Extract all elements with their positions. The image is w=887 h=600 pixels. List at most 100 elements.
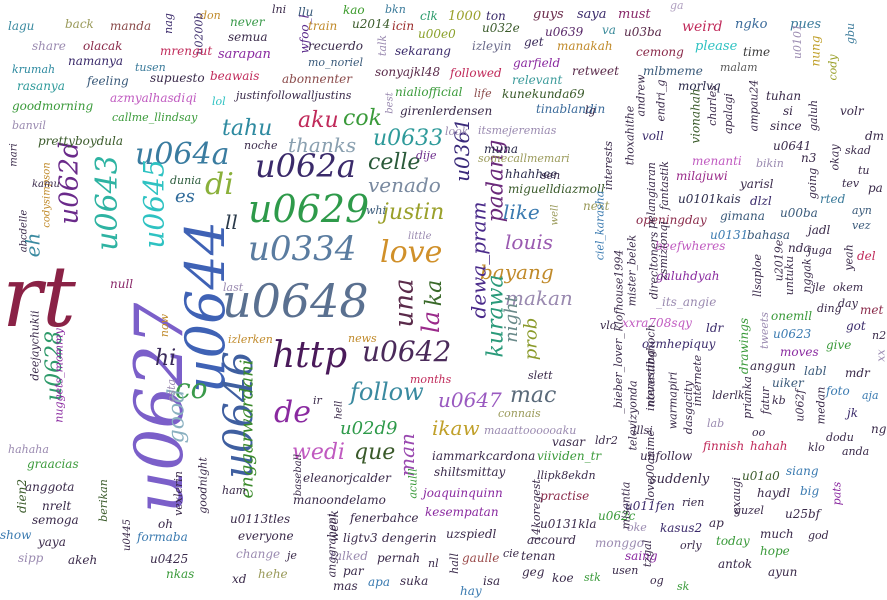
word-u0101: u0101 [791, 23, 805, 60]
word-cody: cody [826, 54, 840, 81]
word-ham: ham [222, 484, 247, 497]
word-okay: okay [828, 144, 842, 171]
word-last: last [223, 281, 244, 294]
word-u062a: u062a [255, 147, 356, 185]
word-beefwheres: beefwheres [655, 239, 726, 253]
word-u0643: u0643 [89, 155, 125, 251]
word-oo: oo [752, 426, 766, 439]
word-going: going [806, 167, 820, 200]
word-klofhouse1994: klofhouse1994 [612, 249, 626, 332]
word-voll: voll [642, 129, 664, 143]
word-tu: tu [858, 164, 870, 177]
word-isa: isa [483, 574, 501, 588]
word-back: back [65, 17, 94, 31]
word-well: well [549, 204, 561, 226]
word-kamu: kamu [32, 179, 60, 190]
word-novaraibahoch: novaraibahoch [644, 324, 658, 407]
word-ka: ka [422, 279, 448, 307]
word-misantia: misantia [619, 481, 633, 530]
word-geg: geg [522, 565, 545, 579]
word-ayun: ayun [768, 565, 798, 579]
word-got: got [846, 319, 866, 333]
word-lllsi: lllsi [633, 424, 653, 437]
word-jk: jk [847, 406, 858, 420]
word-change: change [236, 547, 281, 561]
word-izleyin: izleyin [472, 39, 512, 53]
word-namanya: namanya [68, 54, 124, 68]
word-accourd: accourd [527, 533, 576, 547]
word-hahah: hahah [750, 439, 788, 453]
word-ciel-karasha: ciel_karasha [593, 190, 607, 261]
word-siang: siang [786, 464, 819, 478]
word-internete: internete [691, 354, 705, 407]
word-dengerin: dengerin [382, 531, 437, 545]
word-uzspiedl: uzspiedl [446, 527, 497, 541]
word-manakah: manakah [557, 39, 613, 53]
word-tev: tev [842, 177, 860, 190]
word-ap: ap [709, 516, 724, 530]
word-ir: ir [313, 394, 322, 407]
word-andrew: andrew [634, 74, 648, 117]
word-izlerken: izlerken [228, 333, 273, 346]
word-u0629: u0629 [248, 187, 370, 231]
word-u0645: u0645 [137, 159, 171, 249]
word-ton: ton [486, 9, 506, 23]
word-pernah: pernah [377, 551, 421, 565]
word-haydl: haydl [757, 486, 791, 500]
word-ldr: ldr [706, 321, 724, 335]
word-nialiofficial: nialiofficial [395, 85, 463, 99]
word-god: god [808, 529, 829, 542]
word-mlbmeme: mlbmeme [643, 64, 703, 78]
word-aculll: aculll [406, 468, 420, 499]
word-sipp: sipp [18, 551, 44, 565]
word-lagu: lagu [8, 19, 35, 33]
word-kesempatan: kesempatan [425, 505, 499, 519]
word-rasanya: rasanya [17, 79, 65, 93]
word-prob: prob [520, 317, 542, 361]
word-slett: slett [528, 369, 553, 382]
word-apalagi: apalagi [721, 93, 735, 134]
word-koe: koe [552, 571, 574, 585]
word-14koregest: 14koregest [529, 479, 543, 542]
word-talk: talk [376, 34, 390, 57]
word-jadl: jadl [808, 223, 831, 237]
word-thanks: thanks [288, 133, 357, 157]
word-tuhan: tuhan [766, 89, 802, 103]
word-morlvq: morlvq [678, 79, 721, 93]
word-don: don [200, 9, 221, 22]
word-give: give [826, 338, 852, 352]
word-maaattoooooaku: maaattoooooaku [484, 424, 577, 437]
word-itsmejeremias: itsmejeremias [478, 124, 557, 137]
word-di: di [205, 167, 234, 202]
word-anggota: anggota [25, 480, 75, 494]
word-kb: kb [772, 394, 786, 407]
word-met: met [860, 303, 884, 317]
word-nkas: nkas [166, 567, 195, 581]
word-get: get [524, 35, 544, 49]
word-sarapan: sarapan [218, 47, 271, 62]
word-show: show [0, 528, 32, 542]
word-louis: louis [505, 230, 553, 254]
word-vexlerin: vexlerin [171, 471, 185, 516]
word-jle: jle [812, 281, 826, 294]
word-monggo: monggo [595, 536, 644, 550]
word-ampau24: ampau24 [747, 79, 761, 132]
word-ayn: ayn [852, 204, 872, 217]
word-baseball: baseball [293, 453, 305, 497]
word-shiltsmittay: shiltsmittay [434, 465, 506, 479]
word-u0633: u0633 [373, 126, 444, 151]
word-mo-noriel: mo_noriel [308, 56, 364, 69]
word-codysimpson: codysimpson [41, 162, 53, 228]
word-must: must [618, 7, 651, 22]
word-mas: mas [333, 579, 358, 593]
word-best: best [384, 92, 396, 114]
word-guzel: guzel [734, 504, 764, 517]
word-everyone: everyone [238, 529, 294, 543]
word-viividen-tr: viividen_tr [537, 449, 602, 463]
word-del: del [857, 249, 876, 263]
word-love: love [380, 235, 443, 270]
word-milajuwi: milajuwi [676, 169, 728, 183]
word-u062c: u062c [598, 509, 636, 523]
word-venado: venado [368, 173, 441, 197]
word-deejaychukii: deejaychukii [28, 310, 42, 381]
